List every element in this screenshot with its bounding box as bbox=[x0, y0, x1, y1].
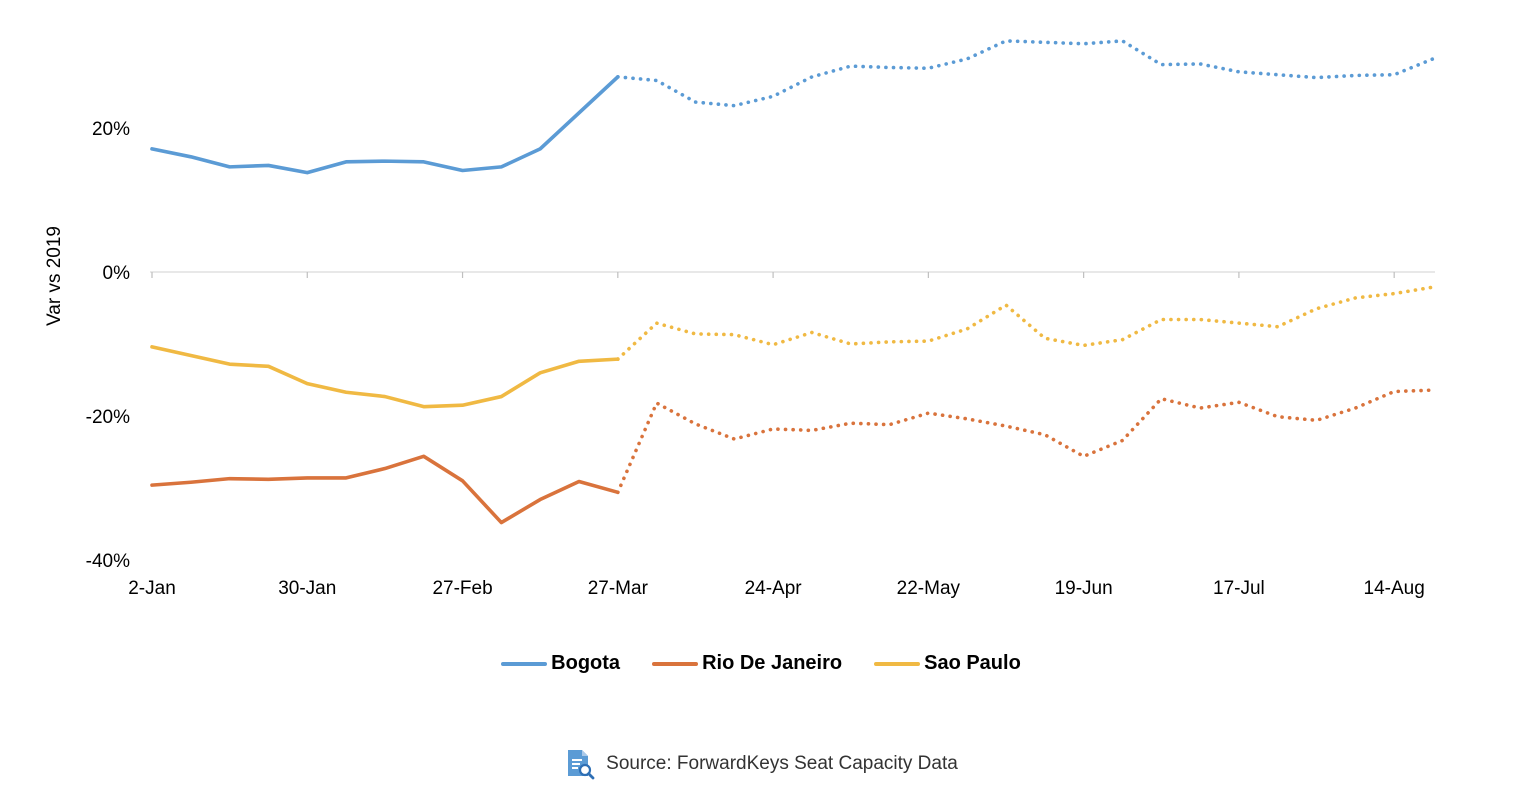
legend-swatch-bogota bbox=[501, 661, 548, 666]
series-line-forecast-bogota bbox=[616, 39, 1435, 108]
legend: Bogota Rio De Janeiro Sao Paulo bbox=[0, 652, 1522, 675]
axis-layer bbox=[150, 271, 1435, 278]
series-bogota bbox=[150, 39, 1435, 175]
y-tick-label: 20% bbox=[92, 119, 130, 140]
series-line-actual-bogota bbox=[150, 75, 620, 175]
legend-item-bogota[interactable]: Bogota bbox=[501, 652, 620, 675]
x-tick-label: 27-Mar bbox=[588, 578, 649, 599]
x-tick-label: 14-Aug bbox=[1364, 578, 1425, 599]
legend-label-bogota: Bogota bbox=[551, 652, 621, 674]
series-line-actual-rio-de-janeiro bbox=[150, 454, 620, 525]
legend-item-rio-de-janeiro[interactable]: Rio De Janeiro bbox=[652, 652, 842, 675]
legend-item-sao-paulo[interactable]: Sao Paulo bbox=[874, 652, 1021, 675]
x-tick-labels: 2-Jan 30-Jan 27-Feb 27-Mar 24-Apr 22-May 19-Ju… bbox=[128, 578, 1425, 599]
series-line-actual-sao-paulo bbox=[150, 345, 620, 409]
series-lines bbox=[150, 39, 1435, 525]
x-tick-label: 24-Apr bbox=[745, 578, 803, 599]
y-tick-label: -20% bbox=[86, 407, 130, 428]
x-tick-label: 27-Feb bbox=[432, 578, 492, 599]
source-text: Source: ForwardKeys Seat Capacity Data bbox=[606, 753, 958, 774]
y-tick-labels: 20% 0% -20% -40% bbox=[86, 119, 130, 572]
y-tick-label: -40% bbox=[86, 551, 130, 572]
line-chart: Var vs 2019 20% 0% -20% -40% 2-Jan 30-Jan 27-… bbox=[44, 39, 1435, 599]
series-sao-paulo bbox=[150, 285, 1435, 409]
x-tick-label: 2-Jan bbox=[128, 578, 176, 599]
x-tick-label: 17-Jul bbox=[1213, 578, 1265, 599]
y-axis-title: Var vs 2019 bbox=[44, 226, 65, 326]
x-tick-label: 19-Jun bbox=[1055, 578, 1113, 599]
legend-label-sao-paulo: Sao Paulo bbox=[924, 652, 1021, 674]
y-axis-title-group: Var vs 2019 bbox=[44, 226, 65, 326]
legend-label-rio-de-janeiro: Rio De Janeiro bbox=[702, 652, 843, 674]
x-tick-label: 22-May bbox=[897, 578, 961, 599]
x-tick-label: 30-Jan bbox=[278, 578, 336, 599]
series-line-forecast-rio-de-janeiro bbox=[616, 388, 1435, 495]
series-line-forecast-sao-paulo bbox=[616, 285, 1435, 361]
document-search-icon bbox=[568, 750, 595, 780]
series-rio-de-janeiro bbox=[150, 388, 1435, 525]
legend-swatch-sao-paulo bbox=[874, 661, 921, 666]
source-note: Source: ForwardKeys Seat Capacity Data bbox=[0, 748, 1522, 780]
y-tick-label: 0% bbox=[103, 263, 131, 284]
legend-swatch-rio-de-janeiro bbox=[652, 661, 699, 666]
